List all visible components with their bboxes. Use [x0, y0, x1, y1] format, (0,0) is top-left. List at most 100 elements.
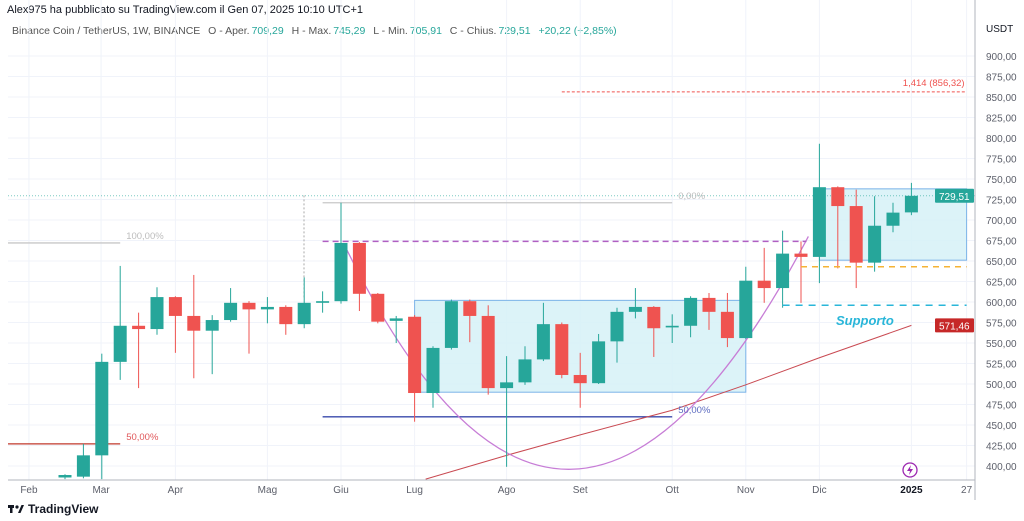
candle-up — [904, 195, 918, 213]
x-tick-label: Ott — [666, 485, 680, 496]
x-tick-label: Feb — [20, 485, 38, 496]
y-tick-label: 725,00 — [986, 196, 1017, 207]
fib-level-label: 100,00% — [126, 231, 164, 242]
candle-down — [168, 297, 182, 316]
open-label: O - Aper. — [208, 25, 250, 37]
last-price-tag: 729,51 — [939, 192, 970, 203]
tradingview-logo-icon — [8, 505, 24, 513]
tradingview-logo-text[interactable]: TradingView — [28, 502, 99, 516]
support-label: Supporto — [836, 313, 894, 328]
y-tick-label: 450,00 — [986, 421, 1017, 432]
low-label: L - Min. — [373, 25, 408, 37]
candle-down — [555, 324, 569, 375]
y-tick-label: 900,00 — [986, 52, 1017, 63]
x-tick-label: 27 — [961, 485, 973, 496]
y-tick-label: 600,00 — [986, 298, 1017, 309]
y-tick-label: 775,00 — [986, 155, 1017, 166]
last-price-tag-bg — [935, 188, 974, 203]
high-label: H - Max. — [291, 25, 332, 37]
y-tick-label: 500,00 — [986, 380, 1017, 391]
candle-up — [224, 302, 238, 321]
candle-up — [297, 302, 311, 325]
candle-up — [389, 318, 403, 321]
price-tags: 729,51 571,46 — [935, 188, 974, 333]
fib-level-label: 50,00% — [678, 405, 711, 416]
x-tick-label: Nov — [737, 485, 755, 496]
candle-down — [481, 315, 495, 389]
candle-up — [58, 475, 72, 478]
y-tick-label: 800,00 — [986, 134, 1017, 145]
footer: TradingView — [8, 502, 98, 516]
x-tick-label: Ago — [498, 485, 516, 496]
candle-up — [316, 301, 330, 303]
candle-down — [279, 306, 293, 325]
y-tick-label: 550,00 — [986, 339, 1017, 350]
candle-down — [831, 187, 845, 207]
y-tick-label: 875,00 — [986, 73, 1017, 84]
candle-down — [702, 297, 716, 312]
symbol-title[interactable]: Binance Coin / TetherUS, 1W, BINANCE — [12, 25, 201, 37]
candle-up — [665, 325, 679, 328]
y-tick-label: 650,00 — [986, 257, 1017, 268]
candle-up — [592, 341, 606, 384]
candle-up — [739, 280, 753, 339]
x-tick-label: Mag — [258, 485, 277, 496]
candle-down — [849, 206, 863, 263]
candle-up — [150, 297, 164, 330]
candle-up — [95, 361, 109, 456]
x-tick-label: Dic — [812, 485, 826, 496]
candle-up — [205, 320, 219, 331]
candle-down — [132, 325, 146, 330]
low-value: 705,91 — [409, 25, 442, 37]
y-tick-label: 475,00 — [986, 401, 1017, 412]
y-tick-label: 575,00 — [986, 319, 1017, 330]
close-label: C - Chius. — [449, 25, 497, 37]
ma-price-tag-bg — [935, 318, 974, 333]
candle-up — [536, 324, 550, 360]
candles — [58, 143, 918, 480]
candle-up — [776, 253, 790, 289]
x-tick-label: Set — [573, 485, 588, 496]
axes: USDT — [8, 0, 1013, 500]
candle-up — [684, 297, 698, 326]
candle-up — [260, 306, 274, 310]
candle-up — [76, 455, 90, 477]
publisher-line: Alex975 ha pubblicato su TradingView.com… — [7, 4, 363, 16]
candle-up — [426, 347, 440, 394]
y-tick-label: 750,00 — [986, 175, 1017, 186]
candle-down — [371, 293, 385, 322]
y-axis-labels[interactable]: 900,00 875,00 850,00 825,00 800,00 775,00 750,… — [986, 52, 1017, 473]
candle-up — [610, 311, 624, 342]
drawings-over: 100,00% 50,00% 0,00% 50,00% 1,618 (921,30) 1,… — [126, 78, 967, 443]
candle-down — [573, 374, 587, 384]
y-tick-label: 400,00 — [986, 462, 1017, 473]
y-tick-label: 700,00 — [986, 216, 1017, 227]
candle-up — [334, 242, 348, 302]
ma-price-tag: 571,46 — [939, 321, 970, 332]
x-tick-label: Lug — [406, 485, 423, 496]
candle-up — [812, 187, 826, 257]
candle-up — [500, 382, 514, 389]
candle-down — [408, 316, 422, 394]
candle-down — [647, 306, 661, 329]
candle-up — [113, 325, 127, 362]
y-tick-label: 675,00 — [986, 237, 1017, 248]
x-axis-labels[interactable]: Feb Mar Apr Mag Giu Lug Ago Set Ott Nov Dic 2025 27 — [20, 485, 972, 496]
y-tick-label: 625,00 — [986, 278, 1017, 289]
candle-down — [242, 302, 256, 310]
lightning-icon[interactable] — [902, 462, 918, 478]
y-tick-label: 425,00 — [986, 442, 1017, 453]
candle-down — [757, 280, 771, 289]
y-tick-label: 525,00 — [986, 360, 1017, 371]
fib-level-label: 0,00% — [678, 191, 705, 202]
candle-down — [794, 253, 808, 257]
candle-up — [444, 301, 458, 348]
x-tick-label: 2025 — [900, 485, 923, 496]
currency-label: USDT — [986, 24, 1013, 35]
x-tick-label: Mar — [92, 485, 110, 496]
candle-down — [352, 242, 366, 294]
x-tick-label: Apr — [168, 485, 184, 496]
drawings-under — [8, 91, 975, 480]
candle-up — [868, 225, 882, 263]
